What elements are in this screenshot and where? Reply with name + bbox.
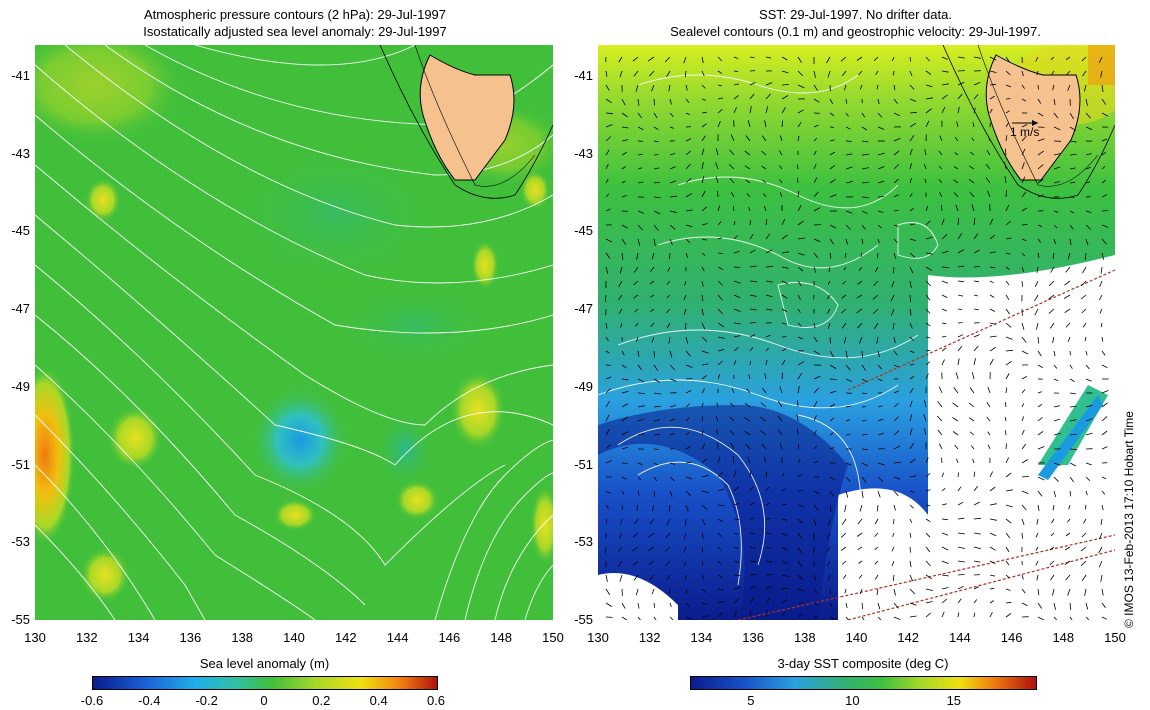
lat-tick-label: -55 [574, 612, 593, 627]
lon-tick-label: 130 [24, 630, 46, 645]
lon-tick-label: 148 [1052, 630, 1075, 645]
lat-tick-label: -45 [574, 223, 593, 239]
colorbar-tick-label: 0 [260, 693, 268, 708]
sla-colorbar [92, 676, 438, 690]
lat-tick-label: -53 [574, 534, 593, 550]
lat-tick-label: -49 [11, 378, 30, 394]
lon-tick-label: 150 [542, 630, 564, 645]
right-title-line2: Sealevel contours (0.1 m) and geostrophi… [670, 24, 1041, 39]
lat-tick-label: -47 [11, 301, 30, 317]
lon-tick-label: 136 [179, 630, 202, 645]
colorbar-tick-label: -0.6 [80, 693, 104, 708]
sst-colorbar [690, 676, 1037, 690]
lat-tick-label: -47 [574, 301, 593, 317]
left-panel-title: Atmospheric pressure contours (2 hPa): 2… [35, 6, 555, 40]
lon-tick-label: 138 [231, 630, 254, 645]
lat-tick-label: -41 [11, 68, 30, 84]
velocity-scale-label: 1 m/s [1010, 125, 1040, 139]
imos-credit: © IMOS 13-Feb-2013 17:10 Hobart Time [1122, 411, 1136, 628]
sst-colorbar-label: 3-day SST composite (deg C) [777, 656, 949, 671]
sla-colorbar-label: Sea level anomaly (m) [199, 656, 330, 671]
velocity-vectors [604, 56, 1109, 620]
lon-tick-label: 130 [587, 630, 609, 645]
lat-tick-label: -55 [11, 612, 30, 627]
lon-tick-label: 146 [438, 630, 461, 645]
right-title-line1: SST: 29-Jul-1997. No drifter data. [759, 7, 952, 22]
lon-tick-label: 140 [283, 630, 305, 645]
lon-tick-label: 134 [690, 630, 713, 645]
sla-map-graphics [35, 45, 553, 620]
sst-map: 1 m/s [598, 45, 1115, 620]
lon-tick-label: 142 [897, 630, 920, 645]
lat-tick-label: -53 [11, 534, 30, 550]
lon-tick-label: 144 [386, 630, 409, 645]
lon-tick-label: 134 [127, 630, 150, 645]
lon-tick-label: 138 [793, 630, 816, 645]
right-panel-title: SST: 29-Jul-1997. No drifter data. Seale… [598, 6, 1113, 40]
lon-tick-label: 146 [1000, 630, 1023, 645]
lon-tick-label: 150 [1104, 630, 1126, 645]
lon-tick-label: 132 [75, 630, 98, 645]
lat-tick-label: -43 [574, 145, 593, 161]
left-title-line1: Atmospheric pressure contours (2 hPa): 2… [143, 7, 447, 22]
lon-tick-label: 132 [638, 630, 661, 645]
colorbar-tick-label: 0.6 [426, 693, 446, 708]
lat-tick-label: -49 [574, 378, 593, 394]
lon-tick-label: 144 [949, 630, 971, 645]
lat-tick-label: -43 [11, 145, 30, 161]
lat-tick-label: -41 [574, 68, 593, 84]
left-title-line2: Isostatically adjusted sea level anomaly… [143, 24, 447, 39]
lon-tick-label: 148 [490, 630, 513, 645]
lat-tick-label: -51 [574, 456, 593, 472]
lon-tick-label: 142 [334, 630, 357, 645]
sea-level-anomaly-map [35, 45, 553, 620]
colorbar-tick-label: -0.4 [138, 693, 161, 708]
lat-tick-label: -45 [11, 223, 30, 239]
colorbar-tick-label: 15 [946, 693, 962, 708]
colorbar-tick-label: 5 [747, 693, 755, 708]
lon-tick-label: 136 [742, 630, 764, 645]
lon-tick-label: 140 [845, 630, 868, 645]
colorbar-tick-label: -0.2 [195, 693, 218, 708]
colorbar-tick-label: 0.4 [369, 693, 388, 708]
colorbar-tick-label: 0.2 [312, 693, 331, 708]
sst-map-graphics [598, 45, 1115, 620]
lat-tick-label: -51 [11, 456, 30, 472]
colorbar-tick-label: 10 [845, 693, 860, 708]
